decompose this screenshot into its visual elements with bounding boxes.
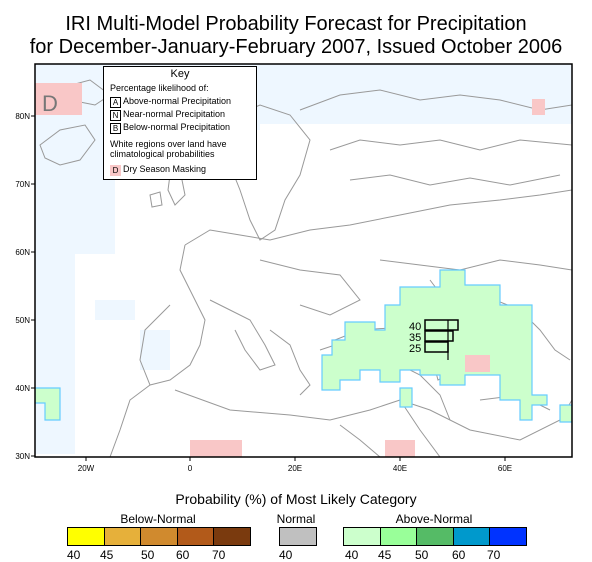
- key-subtitle: Percentage likelihood of:: [110, 83, 209, 93]
- key-item-dry: D Dry Season Masking: [110, 163, 206, 176]
- below-color-swatch: [176, 528, 214, 545]
- key-item-normal: N Near-normal Precipitation: [110, 108, 225, 121]
- stack-normal-value: 35: [409, 332, 421, 344]
- dry-mask-letter: D: [42, 91, 58, 116]
- below-color-swatch: [213, 528, 250, 545]
- below-tick: 70: [212, 548, 226, 562]
- below-tick: 45: [100, 548, 114, 562]
- lon-label: 20E: [288, 464, 302, 473]
- forecast-map: D 40 35 25 80N 70N 60N 50N 40N 30N: [15, 63, 573, 473]
- below-color-swatch: [103, 528, 141, 545]
- stack-below-value: 25: [409, 343, 421, 355]
- legend-below-label: Below-Normal: [120, 512, 196, 526]
- dry-season-mask: [35, 83, 545, 457]
- above-color-swatch: [344, 528, 380, 545]
- legend-normal-label: Normal: [276, 512, 316, 526]
- key-note: White regions over land have climatologi…: [110, 139, 227, 159]
- above-color-swatch: [489, 528, 526, 545]
- lon-label: 40E: [393, 464, 407, 473]
- above-tick: 40: [345, 548, 359, 562]
- lat-label: 40N: [15, 384, 30, 393]
- lat-label: 70N: [15, 180, 30, 189]
- lat-label: 50N: [15, 316, 30, 325]
- above-tick: 45: [378, 548, 392, 562]
- lat-label: 80N: [15, 112, 30, 121]
- legend-title: Probability (%) of Most Likely Category: [175, 491, 417, 507]
- key-item-below: B Below-normal Precipitation: [110, 121, 230, 134]
- map-title-line2: for December-January-February 2007, Issu…: [29, 36, 563, 58]
- above-normal-colorbar: [343, 527, 527, 546]
- lat-label: 30N: [15, 452, 30, 461]
- stack-above-value: 40: [409, 321, 421, 333]
- above-color-swatch: [379, 528, 417, 545]
- above-tick: 60: [452, 548, 466, 562]
- normal-color-swatch: [280, 528, 316, 545]
- below-normal-colorbar: [67, 527, 251, 546]
- below-color-swatch: [68, 528, 104, 545]
- above-tick: 70: [487, 548, 501, 562]
- probability-stack: 40 35 25: [409, 319, 459, 360]
- normal-tick: 40: [279, 548, 293, 562]
- key-item-above: A Above-normal Precipitation: [110, 95, 231, 108]
- above-tick: 50: [415, 548, 429, 562]
- longitude-axis: [85, 457, 506, 461]
- below-color-swatch: [140, 528, 177, 545]
- legend-above-label: Above-Normal: [395, 512, 473, 526]
- map-frame: [34, 63, 573, 458]
- lon-label: 20W: [78, 464, 95, 473]
- above-normal-region: [35, 269, 572, 423]
- latitude-axis: [31, 115, 35, 457]
- above-color-swatch: [416, 528, 453, 545]
- below-tick: 50: [141, 548, 155, 562]
- below-tick: 60: [176, 548, 190, 562]
- map-key: Key Percentage likelihood of: A Above-nor…: [103, 66, 257, 180]
- lat-label: 60N: [15, 248, 30, 257]
- key-title: Key: [170, 68, 190, 80]
- below-tick: 40: [67, 548, 81, 562]
- lon-label: 60E: [498, 464, 512, 473]
- above-color-swatch: [452, 528, 490, 545]
- normal-colorbar: [279, 527, 317, 546]
- map-title-line1: IRI Multi-Model Probability Forecast for…: [65, 13, 527, 35]
- lon-label: 0: [188, 464, 193, 473]
